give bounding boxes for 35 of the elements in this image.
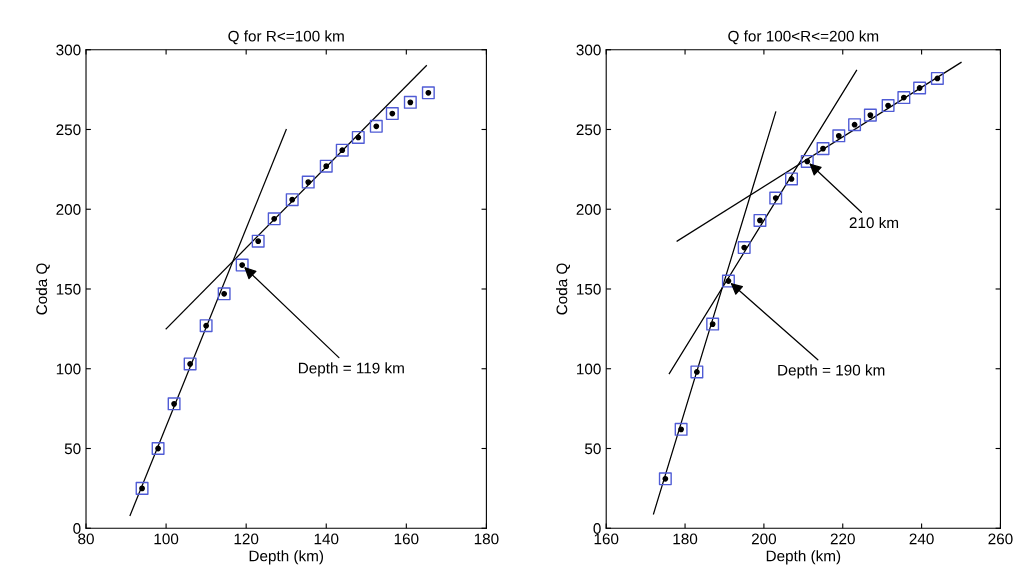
y-tick-label: 200: [56, 204, 81, 215]
y-tick-label: 300: [576, 44, 601, 56]
y-tick-label: 250: [56, 124, 81, 136]
x-tick-label: 120: [234, 533, 259, 545]
y-tick-label: 250: [576, 124, 601, 136]
annotation: Depth = 119 km: [298, 362, 404, 377]
x-tick-label: 160: [594, 533, 619, 545]
y-tick-label: 100: [577, 363, 601, 375]
y-tick-label: 50: [584, 443, 601, 455]
x-tick-label: 100: [154, 533, 179, 545]
y-tick-label: 200: [576, 204, 601, 215]
y-tick-label: 150: [577, 283, 601, 295]
y-tick-label: 0: [73, 523, 81, 534]
x-tick-label: 220: [830, 533, 855, 545]
x-tick-label: 160: [394, 533, 419, 545]
y-tick-label: 100: [56, 363, 81, 375]
x-tick-label: 80: [78, 533, 94, 545]
x-tick-label: 260: [988, 533, 1013, 545]
x-axis-title: Depth (km): [249, 550, 324, 565]
y-axis-title: Coda Q: [556, 263, 571, 315]
x-axis-title: Depth (km): [766, 550, 841, 565]
x-tick-label: 240: [909, 533, 934, 545]
x-tick-label: 140: [314, 533, 339, 545]
y-tick-label: 0: [593, 523, 601, 534]
y-axis-title: Coda Q: [35, 263, 50, 315]
y-tick-label: 50: [64, 443, 81, 455]
annotation: Depth = 190 km: [778, 364, 885, 379]
x-tick-label: 200: [751, 533, 777, 545]
y-tick-label: 300: [56, 44, 81, 56]
chart-title: Q for R<=100 km: [228, 30, 344, 45]
chart-title: Q for 100<R<=200 km: [728, 30, 879, 45]
annotation: 210 km: [849, 216, 899, 229]
y-tick-label: 150: [56, 283, 81, 295]
x-tick-label: 180: [474, 533, 499, 545]
x-tick-label: 180: [673, 533, 698, 545]
